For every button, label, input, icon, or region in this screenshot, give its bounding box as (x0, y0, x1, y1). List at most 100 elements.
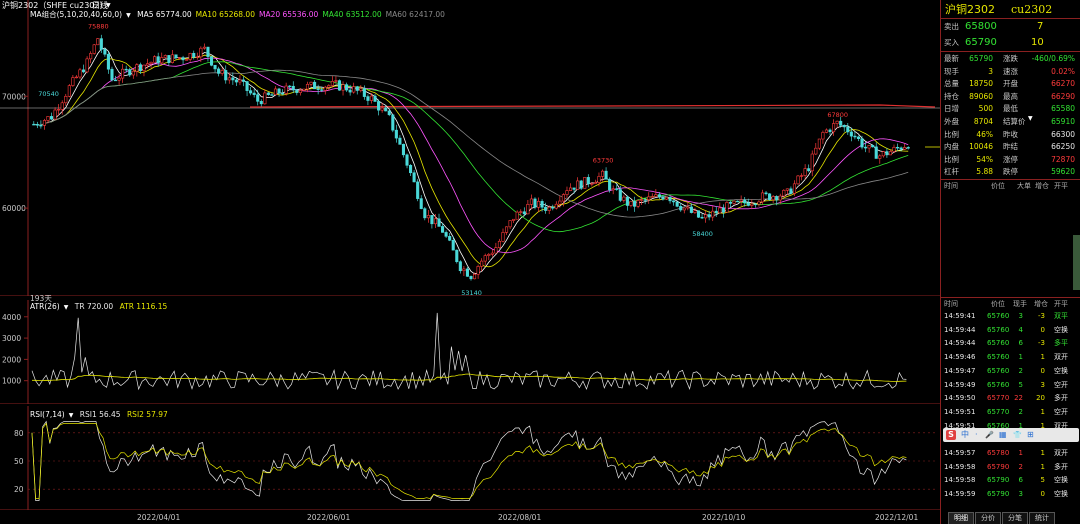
candle-body (600, 170, 605, 177)
field-label: 总量 (944, 79, 959, 89)
atr-atr-value: ATR 1116.15 (119, 302, 168, 311)
settle-dropdown-icon[interactable]: ▼ (1028, 115, 1033, 122)
candle-body (675, 201, 679, 207)
atr-chart[interactable]: 4000 3000 2000 1000 (0, 300, 940, 404)
trade-row[interactable]: 14:59:59 65790 3 0 空换 (941, 488, 1080, 502)
price-annotation: 70540 (38, 90, 59, 98)
tab-stats[interactable]: 统计 (1029, 512, 1055, 524)
tick-header-top: 时间 价位 大单 增仓 开平 (941, 179, 1080, 193)
trade-row[interactable]: 14:59:57 65780 1 1 双开 (941, 447, 1080, 461)
trade-oi-change: 1 (1040, 421, 1045, 430)
candle-body (743, 199, 747, 204)
trade-row[interactable]: 14:59:50 65770 22 20 多开 (941, 392, 1080, 406)
candle-body (856, 136, 861, 139)
candle-body (629, 201, 633, 206)
candle-body (686, 206, 690, 209)
period-dropdown-icon[interactable]: ▼ (106, 2, 111, 9)
ask-row[interactable]: 卖出 65800 7 (941, 19, 1080, 35)
trade-volume: 6 (1018, 339, 1023, 348)
candle-body (814, 147, 818, 155)
candle-body (494, 247, 498, 254)
ma20-line (33, 57, 909, 254)
candle-body (323, 86, 327, 91)
trade-row[interactable]: 14:59:49 65760 5 3 空开 (941, 379, 1080, 393)
microphone-icon[interactable]: 🎤 (985, 431, 994, 439)
candle-body (128, 69, 132, 76)
tab-price[interactable]: 分价 (975, 512, 1001, 524)
trade-time: 14:59:51 (944, 421, 976, 430)
candle-body (309, 81, 313, 85)
candle-body (714, 210, 718, 214)
candle-body (711, 210, 715, 218)
candle-body (565, 190, 569, 195)
trade-type: 空换 (1054, 476, 1068, 485)
candle-body (874, 146, 878, 159)
rsi-chart[interactable]: 80 50 20 (0, 406, 940, 510)
trade-row[interactable]: 14:59:44 65760 4 0 空换 (941, 324, 1080, 338)
candle-body (593, 182, 597, 184)
candle-body (313, 81, 317, 90)
field-label: 开盘 (1003, 79, 1018, 89)
candle-body (394, 129, 398, 139)
trade-row[interactable]: 14:59:51 65770 2 1 空开 (941, 406, 1080, 420)
period-label[interactable]: 日线 (92, 1, 108, 10)
rsi-dropdown-icon[interactable]: ▼ (68, 412, 74, 419)
side-scroll-handle[interactable] (1073, 235, 1080, 290)
col-header: 时间 (944, 182, 958, 190)
contract-title[interactable]: 沪铜2302（SHFE cu2302） (2, 1, 108, 10)
candle-body (138, 64, 142, 72)
candle-body (181, 57, 185, 61)
candle-body (145, 63, 150, 66)
trade-row[interactable]: 14:59:47 65760 2 0 空换 (941, 365, 1080, 379)
candle-body (71, 77, 75, 86)
candle-body (568, 187, 573, 191)
trade-volume: 2 (1018, 407, 1023, 416)
trade-price: 65760 (987, 339, 1010, 348)
trade-row[interactable]: 14:59:51 65760 1 1 双开 (941, 420, 1080, 434)
y-tick-label: 60000 (2, 204, 26, 213)
price-annotation: 67800 (827, 111, 848, 119)
trade-type: 多开 (1054, 394, 1068, 403)
trade-row[interactable]: 14:59:41 65760 3 -3 双平 (941, 310, 1080, 324)
candle-body (590, 183, 594, 185)
ma-dropdown-icon[interactable]: ▼ (126, 12, 131, 19)
tab-tick[interactable]: 分笔 (1002, 512, 1028, 524)
candle-body (405, 154, 409, 166)
candle-body (209, 56, 214, 66)
quote-field-row: 现手 3 速涨 0.02% (941, 65, 1080, 78)
atr-dropdown-icon[interactable]: ▼ (63, 304, 69, 311)
candle-body (508, 220, 512, 228)
ma-value: MA10 65268.00 (195, 10, 255, 19)
trade-oi-change: -3 (1038, 339, 1045, 348)
candle-body (579, 180, 583, 189)
atr-label[interactable]: ATR(26) (30, 302, 60, 311)
trade-time: 14:59:44 (944, 325, 976, 334)
trade-type: 空开 (1054, 380, 1068, 389)
candle-body (654, 194, 658, 197)
trade-row[interactable]: 14:59:46 65760 1 1 双开 (941, 351, 1080, 365)
trade-volume: 3 (1018, 490, 1023, 499)
candle-body (320, 89, 324, 91)
keyboard-icon[interactable]: ▦ (999, 430, 1007, 439)
candle-body (771, 196, 775, 201)
trade-row[interactable]: 14:59:44 65760 6 -3 多平 (941, 337, 1080, 351)
trade-row[interactable]: 14:59:58 65790 6 5 空换 (941, 474, 1080, 488)
candlestick-chart[interactable]: 70000 60000 75880 70540 53140 63730 58400 67800 (0, 0, 940, 296)
ime-toolbar[interactable]: S 中 · 🎤 ▦ 👕 ⊞ (943, 428, 1079, 442)
toolbox-icon[interactable]: ⊞ (1027, 430, 1034, 439)
date-tick: 2022/04/01 (137, 513, 181, 522)
bid-row[interactable]: 买入 65790 10 (941, 35, 1080, 52)
tab-detail[interactable]: 明细 (948, 512, 974, 524)
trade-volume: 1 (1018, 421, 1023, 430)
sogou-logo-icon[interactable]: S (946, 430, 956, 440)
trade-row[interactable]: 14:59:58 65790 2 1 多开 (941, 461, 1080, 475)
candle-body (355, 86, 359, 91)
candle-body (53, 109, 57, 120)
ime-punct-icon[interactable]: · (975, 430, 978, 439)
rsi-label[interactable]: RSI(7,14) (30, 410, 65, 419)
field-value: 46% (976, 129, 993, 139)
ma-label[interactable]: MA组合(5,10,20,40,60,0) (30, 10, 123, 19)
ime-lang-icon[interactable]: 中 (961, 430, 969, 439)
col-header: 大单 (1017, 182, 1031, 190)
skin-icon[interactable]: 👕 (1013, 431, 1022, 439)
